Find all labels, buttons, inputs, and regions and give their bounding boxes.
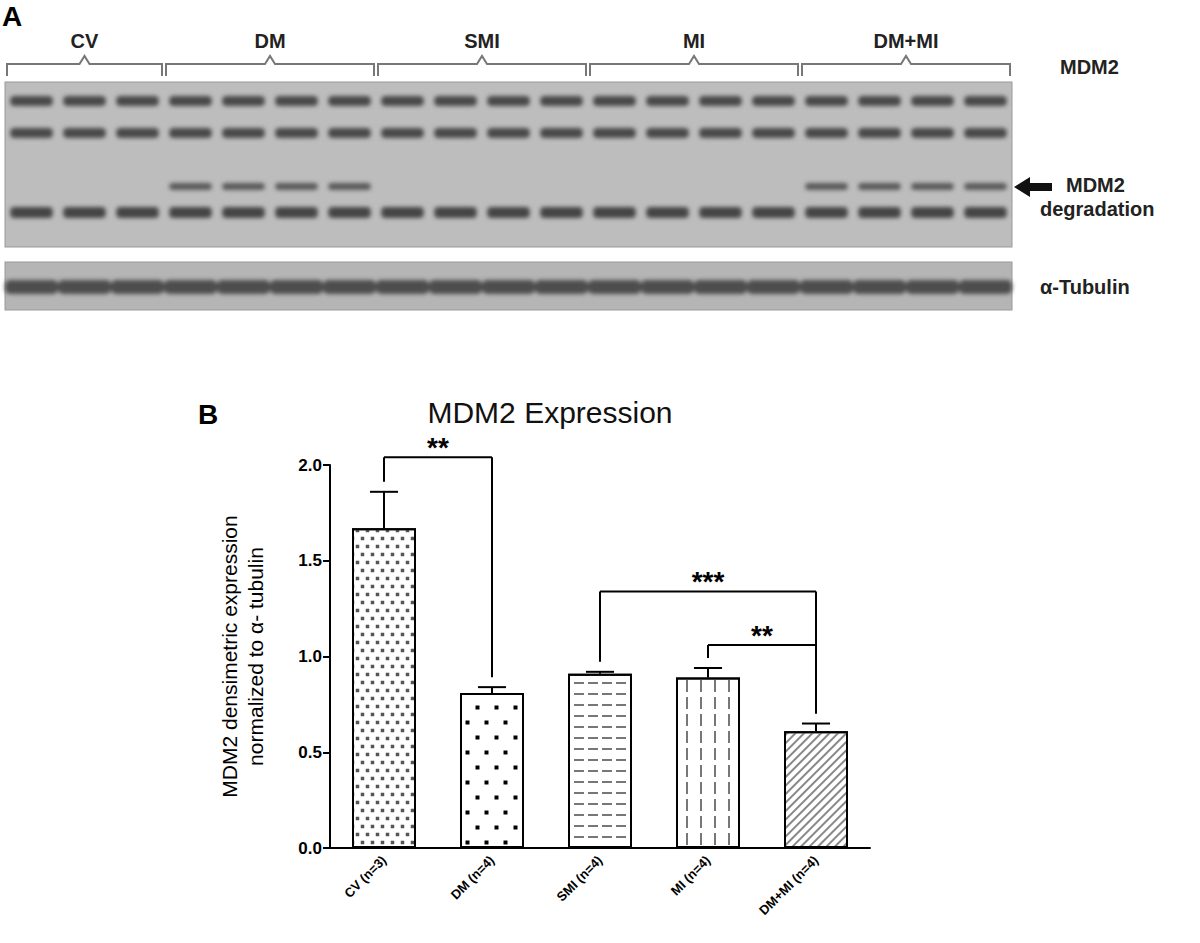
svg-text:DM: DM xyxy=(254,30,285,52)
svg-text:DM+MI (n=4): DM+MI (n=4) xyxy=(756,853,821,918)
svg-text:normalized to α- tubulin: normalized to α- tubulin xyxy=(244,547,267,766)
svg-text:MDM2 Expression: MDM2 Expression xyxy=(427,396,672,429)
svg-text:DM (n=4): DM (n=4) xyxy=(448,853,498,903)
svg-text:**: ** xyxy=(427,432,449,463)
svg-text:MDM2 densimetric expression: MDM2 densimetric expression xyxy=(218,515,241,797)
svg-text:MDM2: MDM2 xyxy=(1060,56,1119,78)
svg-text:B: B xyxy=(198,399,218,430)
svg-text:**: ** xyxy=(751,620,773,651)
svg-text:0.0: 0.0 xyxy=(298,839,322,858)
svg-text:SMI: SMI xyxy=(464,30,500,52)
svg-text:A: A xyxy=(2,1,22,32)
svg-text:MI: MI xyxy=(683,30,705,52)
svg-text:CV: CV xyxy=(71,30,99,52)
svg-text:MI (n=4): MI (n=4) xyxy=(668,853,714,899)
svg-text:CV (n=3): CV (n=3) xyxy=(341,853,389,901)
svg-text:SMI (n=4): SMI (n=4) xyxy=(554,853,606,905)
svg-text:1.0: 1.0 xyxy=(298,647,322,666)
svg-text:2.0: 2.0 xyxy=(298,456,322,475)
svg-text:MDM2degradation: MDM2degradation xyxy=(1040,174,1154,220)
svg-text:1.5: 1.5 xyxy=(298,551,322,570)
svg-text:DM+MI: DM+MI xyxy=(874,30,939,52)
svg-text:α-Tubulin: α-Tubulin xyxy=(1040,276,1130,298)
svg-text:***: *** xyxy=(692,566,725,597)
svg-text:0.5: 0.5 xyxy=(298,743,322,762)
